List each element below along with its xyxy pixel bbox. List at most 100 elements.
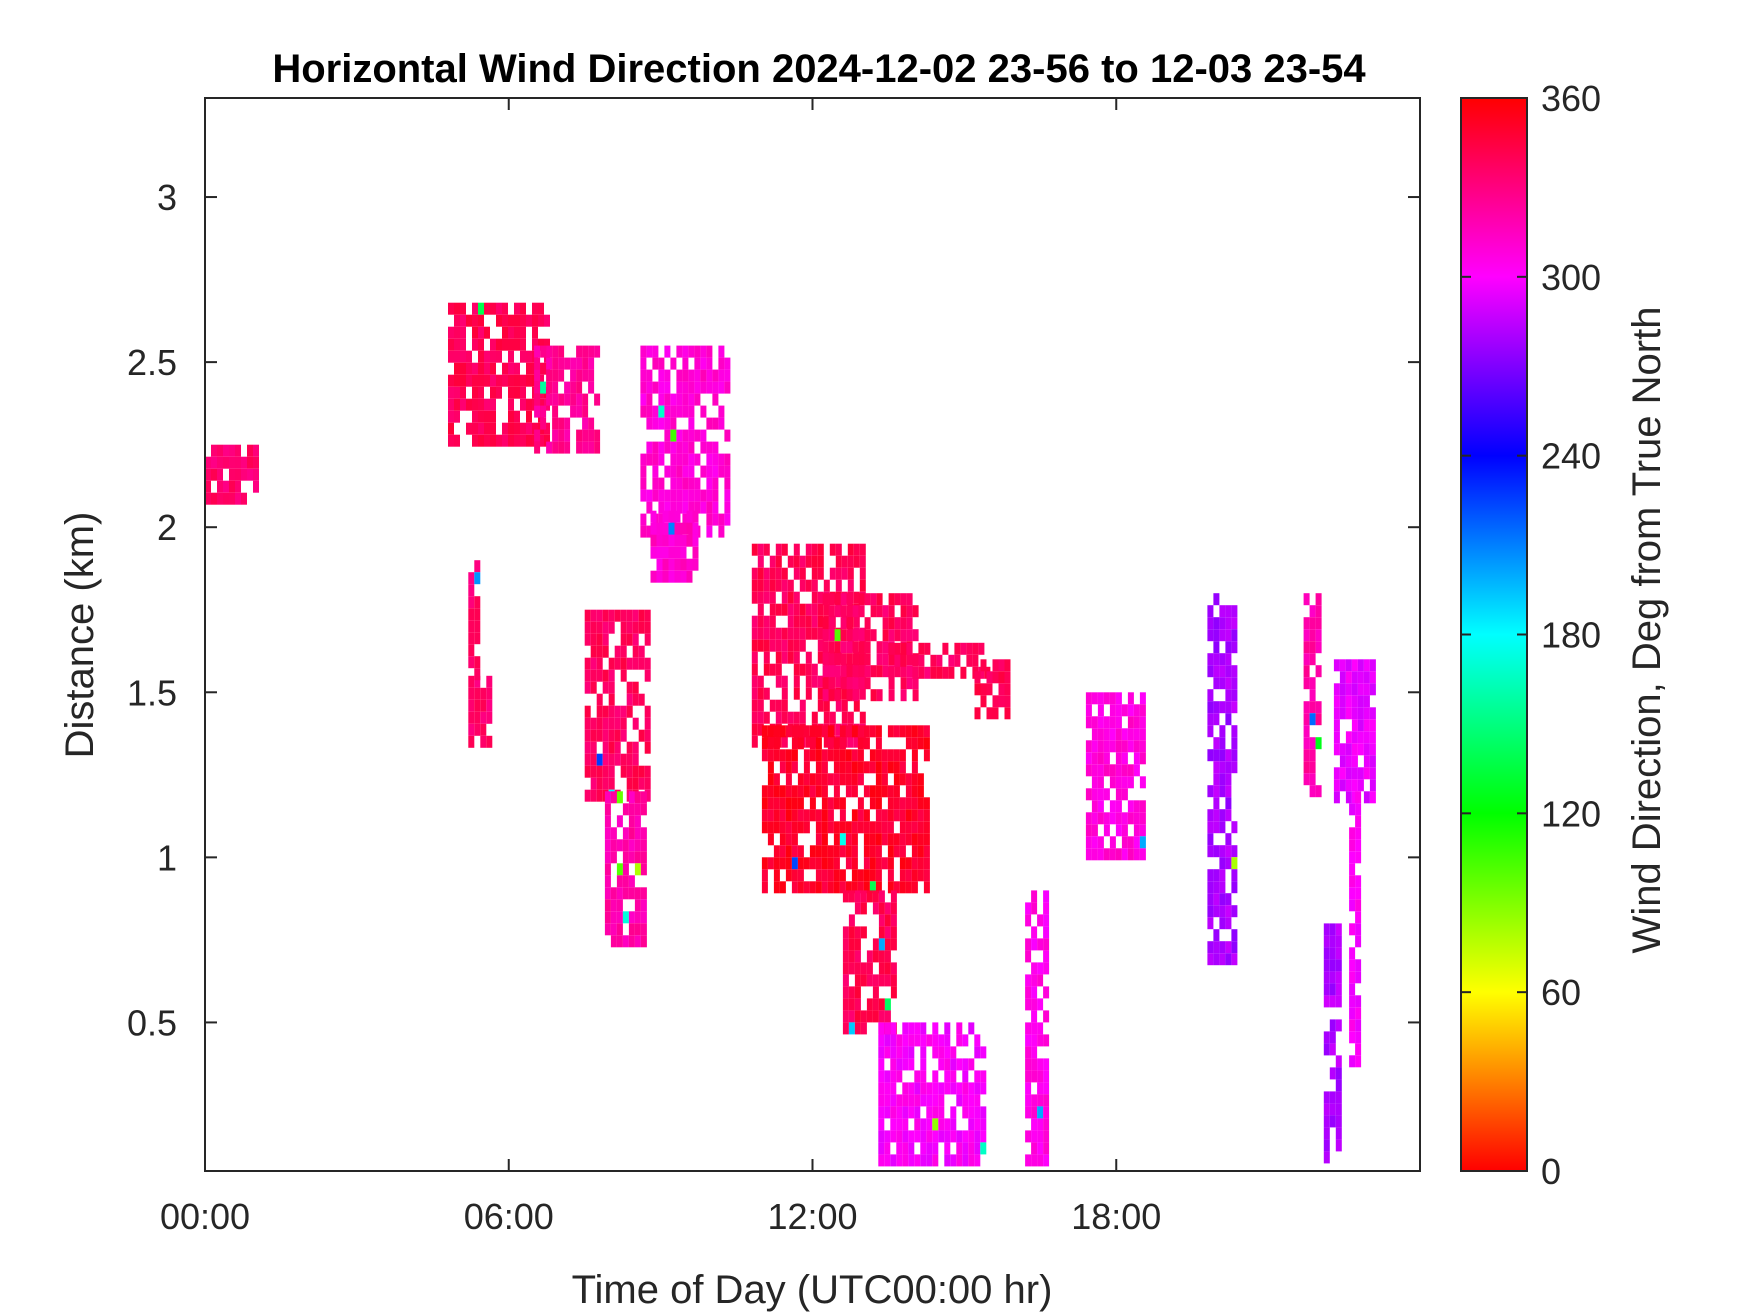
- heatmap-cell: [1115, 824, 1122, 837]
- heatmap-cell: [496, 302, 502, 315]
- heatmap-cell: [474, 560, 481, 573]
- heatmap-cell: [620, 621, 627, 634]
- heatmap-cell: [757, 603, 764, 616]
- heatmap-cell: [775, 543, 782, 556]
- heatmap-cell: [846, 665, 853, 678]
- heatmap-cell: [878, 902, 885, 915]
- heatmap-cell: [460, 314, 466, 327]
- heatmap-cell: [466, 422, 472, 435]
- heatmap-cell: [552, 417, 559, 430]
- heatmap-cell: [558, 429, 565, 442]
- heatmap-cell: [712, 441, 719, 454]
- heatmap-cell: [839, 809, 846, 822]
- heatmap-cell: [799, 603, 806, 616]
- heatmap-cell: [821, 725, 828, 738]
- heatmap-cell: [640, 525, 647, 538]
- heatmap-cell: [1031, 986, 1038, 999]
- heatmap-cell: [1351, 683, 1358, 696]
- heatmap-cell: [632, 681, 639, 694]
- heatmap-cell: [803, 881, 810, 894]
- heatmap-cell: [1004, 683, 1011, 696]
- heatmap-cell: [938, 1034, 945, 1047]
- heatmap-cell: [1329, 971, 1336, 984]
- heatmap-cell: [834, 689, 841, 702]
- heatmap-cell: [779, 881, 786, 894]
- heatmap-cell: [896, 1154, 903, 1167]
- heatmap-cell: [1329, 1103, 1336, 1116]
- heatmap-cell: [686, 570, 693, 583]
- heatmap-cell: [658, 477, 665, 490]
- heatmap-cell: [1043, 1010, 1050, 1023]
- heatmap-cell: [1109, 776, 1116, 789]
- heatmap-cell: [864, 677, 871, 690]
- heatmap-cell: [646, 489, 653, 502]
- heatmap-cell: [839, 737, 846, 750]
- heatmap-cell: [875, 809, 882, 822]
- heatmap-cell: [1121, 752, 1128, 765]
- heatmap-cell: [1363, 743, 1370, 756]
- heatmap-cell: [912, 605, 919, 618]
- heatmap-cell: [1213, 653, 1220, 666]
- heatmap-cell: [1139, 740, 1146, 753]
- heatmap-cell: [670, 465, 677, 478]
- heatmap-cell: [875, 797, 882, 810]
- heatmap-cell: [911, 869, 918, 882]
- heatmap-cell: [576, 345, 583, 358]
- heatmap-cell: [793, 627, 800, 640]
- heatmap-cell: [938, 1058, 945, 1071]
- heatmap-cell: [884, 1022, 891, 1035]
- heatmap-cell: [514, 326, 520, 339]
- heatmap-cell: [590, 621, 597, 634]
- heatmap-cell: [757, 711, 764, 724]
- heatmap-cell: [588, 357, 595, 370]
- heatmap-cell: [460, 338, 466, 351]
- heatmap-cell: [668, 522, 675, 535]
- heatmap-cell: [1097, 716, 1104, 729]
- heatmap-cell: [938, 1130, 945, 1143]
- heatmap-cell: [584, 669, 591, 682]
- heatmap-cell: [828, 617, 835, 630]
- heatmap-cell: [640, 357, 647, 370]
- heatmap-cell: [864, 665, 871, 678]
- heatmap-cell: [674, 522, 681, 535]
- heatmap-cell: [1037, 1106, 1044, 1119]
- heatmap-cell: [866, 974, 873, 987]
- heatmap-cell: [834, 593, 841, 606]
- heatmap-cell: [628, 827, 635, 840]
- heatmap-cell: [668, 558, 675, 571]
- heatmap-cell: [1037, 1022, 1044, 1035]
- heatmap-cell: [785, 725, 792, 738]
- heatmap-cell: [767, 773, 774, 786]
- heatmap-cell: [878, 1154, 885, 1167]
- heatmap-cell: [1369, 719, 1376, 732]
- heatmap-cell: [846, 629, 853, 642]
- heatmap-cell: [893, 761, 900, 774]
- heatmap-cell: [1349, 947, 1356, 960]
- heatmap-cell: [917, 809, 924, 822]
- heatmap-cell: [1351, 707, 1358, 720]
- heatmap-cell: [484, 350, 490, 363]
- heatmap-cell: [914, 1106, 921, 1119]
- heatmap-cell: [1091, 800, 1098, 813]
- heatmap-cell: [454, 314, 460, 327]
- heatmap-cell: [828, 641, 835, 654]
- heatmap-cell: [842, 974, 849, 987]
- heatmap-cell: [1213, 809, 1220, 822]
- heatmap-cell: [1219, 725, 1226, 738]
- heatmap-cell: [1349, 827, 1356, 840]
- heatmap-cell: [822, 653, 829, 666]
- heatmap-cell: [1213, 905, 1220, 918]
- heatmap-cell: [229, 492, 235, 505]
- heatmap-cell: [486, 699, 493, 712]
- heatmap-cell: [604, 899, 611, 912]
- heatmap-cell: [775, 627, 782, 640]
- heatmap-cell: [815, 761, 822, 774]
- heatmap-cell: [932, 1142, 939, 1155]
- heatmap-cell: [923, 881, 930, 894]
- heatmap-cell: [914, 1070, 921, 1083]
- heatmap-cell: [878, 914, 885, 927]
- heatmap-cell: [785, 773, 792, 786]
- heatmap-cell: [1363, 695, 1370, 708]
- heatmap-cell: [956, 1130, 963, 1143]
- heatmap-cell: [815, 809, 822, 822]
